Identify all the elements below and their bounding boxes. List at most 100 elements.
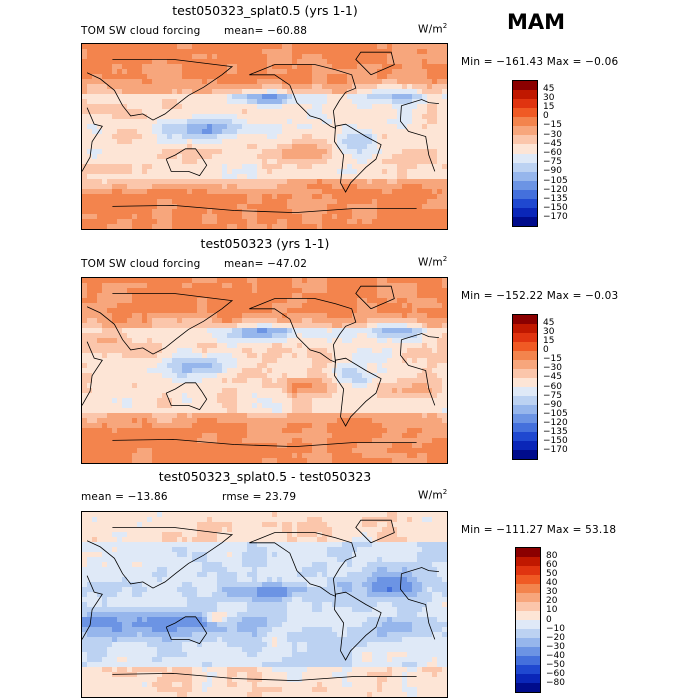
map-cell: [212, 373, 218, 379]
map-cell: [122, 293, 128, 299]
map-cell: [327, 313, 333, 319]
map-cell: [312, 323, 318, 329]
map-cell: [402, 189, 408, 195]
map-cell: [207, 333, 213, 339]
map-cell: [262, 313, 268, 319]
map-cell: [367, 149, 373, 155]
map-cell: [157, 54, 163, 60]
map-cell: [287, 144, 293, 150]
map-cell: [147, 224, 153, 229]
map-cell: [202, 368, 208, 374]
map-cell: [317, 74, 323, 80]
map-cell: [222, 204, 228, 210]
map-cell: [257, 373, 263, 379]
map-cell: [417, 403, 423, 409]
map-cell: [157, 278, 163, 284]
map-cell: [397, 224, 403, 229]
map-cell: [312, 293, 318, 299]
map-cell: [262, 109, 268, 115]
map-cell: [277, 358, 283, 364]
map-cell: [162, 393, 168, 399]
map-cell: [192, 119, 198, 125]
map-cell: [162, 194, 168, 200]
map-cell: [247, 298, 253, 304]
map-cell: [82, 224, 88, 229]
map-cell: [357, 129, 363, 135]
map-cell: [382, 373, 388, 379]
map-cell: [312, 408, 318, 414]
map-cell: [242, 323, 248, 329]
map-cell: [262, 184, 268, 190]
map-cell: [127, 204, 133, 210]
map-cell: [217, 398, 223, 404]
map-cell: [412, 358, 418, 364]
map-cell: [87, 378, 93, 384]
map-cell: [107, 408, 113, 414]
map-cell: [162, 44, 168, 50]
map-cell: [412, 84, 418, 90]
map-cell: [417, 194, 423, 200]
map-cell: [82, 418, 88, 424]
map-cell: [217, 124, 223, 130]
map-cell: [422, 124, 428, 130]
map-cell: [117, 408, 123, 414]
map-cell: [152, 363, 158, 369]
map-cell: [437, 323, 443, 329]
map-cell: [297, 333, 303, 339]
map-cell: [312, 174, 318, 180]
map-cell: [222, 393, 228, 399]
map-cell: [257, 378, 263, 384]
map-cell: [137, 393, 143, 399]
map-cell: [242, 333, 248, 339]
map-cell: [122, 308, 128, 314]
map-cell: [237, 338, 243, 344]
map-cell: [357, 54, 363, 60]
map-cell: [327, 149, 333, 155]
map-cell: [87, 164, 93, 170]
map-cell: [347, 44, 353, 50]
map-cell: [262, 79, 268, 85]
map-cell: [267, 288, 273, 294]
map-cell: [247, 398, 253, 404]
map-cell: [222, 288, 228, 294]
map-cell: [362, 224, 368, 229]
map-cell: [292, 144, 298, 150]
map-cell: [332, 313, 338, 319]
map-cell: [277, 378, 283, 384]
map-cell: [377, 333, 383, 339]
map-cell: [122, 129, 128, 135]
map-cell: [242, 328, 248, 334]
map-cell: [332, 388, 338, 394]
map-cell: [332, 144, 338, 150]
map-cell: [287, 393, 293, 399]
map-cell: [412, 199, 418, 205]
map-cell: [247, 318, 253, 324]
map-cell: [387, 114, 393, 120]
map-cell: [237, 54, 243, 60]
map-cell: [252, 144, 258, 150]
map-cell: [427, 378, 433, 384]
map-cell: [327, 323, 333, 329]
map-cell: [407, 74, 413, 80]
map-cell: [337, 303, 343, 309]
map-cell: [117, 368, 123, 374]
map-cell: [392, 373, 398, 379]
map-cell: [232, 428, 238, 434]
map-cell: [157, 154, 163, 160]
map-cell: [152, 149, 158, 155]
map-cell: [157, 418, 163, 424]
map-cell: [127, 408, 133, 414]
map-cell: [232, 353, 238, 359]
map-cell: [392, 378, 398, 384]
map-cell: [212, 94, 218, 100]
map-cell: [362, 179, 368, 185]
map-cell: [82, 189, 88, 195]
map-cell: [307, 418, 313, 424]
map-cell: [272, 64, 278, 70]
map-cell: [207, 124, 213, 130]
map-cell: [137, 79, 143, 85]
map-cell: [152, 194, 158, 200]
map-cell: [327, 134, 333, 140]
map-cell: [202, 413, 208, 419]
map-cell: [352, 74, 358, 80]
